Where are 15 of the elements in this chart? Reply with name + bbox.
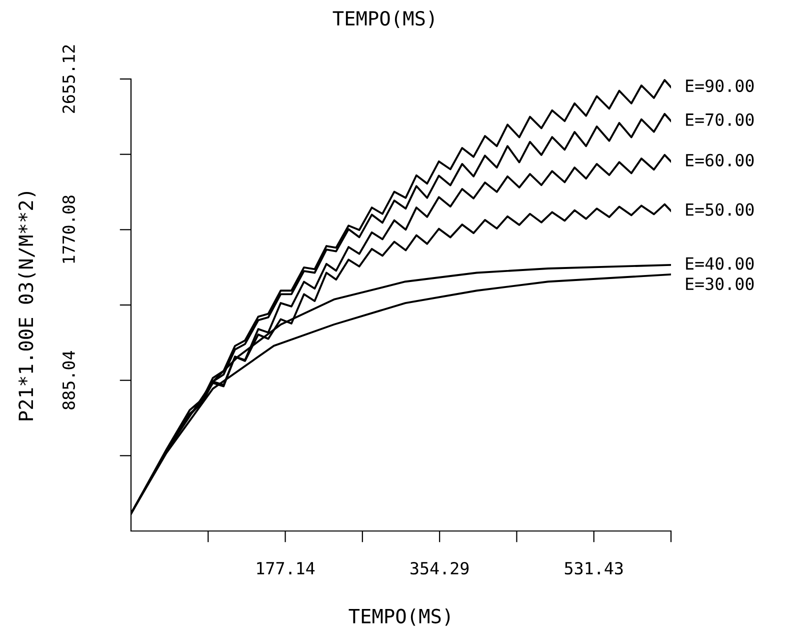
x-tick-label: 531.43 bbox=[564, 562, 623, 575]
y-tick-label: 2655.12 bbox=[62, 45, 75, 113]
x-axis-title: TEMPO(MS) bbox=[348, 608, 450, 626]
series-label: E=90.00 bbox=[686, 79, 754, 92]
y-tick-label: 885.04 bbox=[62, 351, 75, 410]
x-tick-label: 177.14 bbox=[257, 562, 315, 574]
chart-title: TEMPO(MS) bbox=[332, 10, 434, 28]
x-tick-label: 354.29 bbox=[410, 562, 469, 575]
series-label: E=60.00 bbox=[686, 154, 754, 166]
y-tick-label: 1770.08 bbox=[62, 196, 75, 263]
series-label: E=70.00 bbox=[686, 113, 754, 126]
series-label: E=50.00 bbox=[686, 203, 754, 216]
y-axis-title: P21*1.00E 03(N/M**2) bbox=[18, 192, 36, 420]
series-label: E=30.00 bbox=[686, 278, 754, 290]
series-label: E=40.00 bbox=[686, 257, 754, 270]
